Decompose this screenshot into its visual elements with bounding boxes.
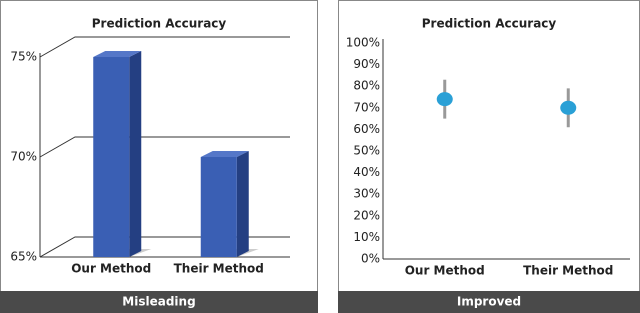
y-tick-label: 10% [353,230,380,244]
y-tick-label: 65% [10,250,37,264]
y-tick-label: 90% [353,57,380,71]
y-tick-label: 80% [353,79,380,93]
panel [0,0,318,313]
bar-side [129,51,142,257]
x-tick-label: Our Method [71,262,151,276]
y-tick-label: 70% [10,150,37,164]
y-tick-label: 60% [353,122,380,136]
grid-line [39,136,290,158]
bar-side [236,151,249,257]
dot [560,100,577,115]
x-tick-label: Their Method [523,264,613,278]
bar [200,157,237,257]
y-tick-label: 50% [353,144,380,158]
chart-title: Prediction Accuracy [92,17,227,31]
grid-line [39,36,290,58]
bar [93,57,130,257]
caption: Misleading [122,295,195,309]
y-tick-label: 100% [346,36,380,50]
y-tick-label: 70% [353,100,380,114]
chart-title: Prediction Accuracy [422,17,557,31]
x-tick-label: Their Method [174,262,264,276]
footer [0,291,318,313]
x-tick-label: Our Method [405,264,485,278]
bar-top [93,51,142,57]
caption: Improved [457,295,521,309]
y-tick-label: 75% [10,50,37,64]
y-tick-label: 30% [353,187,380,201]
panel [338,0,640,313]
footer [338,291,640,313]
y-tick-label: 0% [361,252,380,266]
y-tick-label: 20% [353,208,380,222]
y-tick-label: 40% [353,165,380,179]
dot [436,92,453,107]
bar-top [200,151,249,157]
